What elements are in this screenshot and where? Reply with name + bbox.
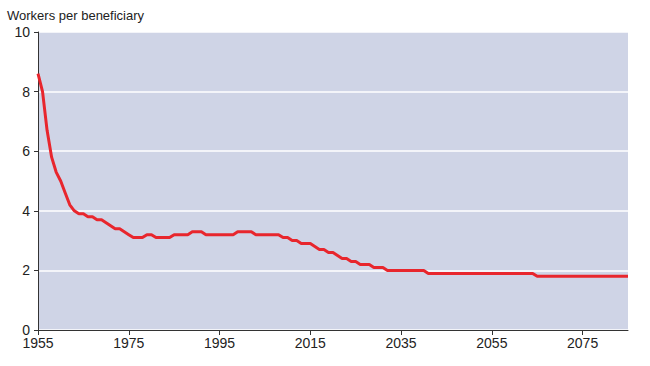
svg-text:8: 8 xyxy=(22,84,30,100)
svg-text:2075: 2075 xyxy=(567,335,598,351)
svg-text:0: 0 xyxy=(22,322,30,338)
svg-text:1975: 1975 xyxy=(113,335,144,351)
svg-text:4: 4 xyxy=(22,203,30,219)
svg-text:2055: 2055 xyxy=(476,335,507,351)
svg-text:2: 2 xyxy=(22,262,30,278)
svg-text:Workers per beneficiary: Workers per beneficiary xyxy=(7,8,145,23)
svg-text:2015: 2015 xyxy=(295,335,326,351)
svg-text:1995: 1995 xyxy=(204,335,235,351)
svg-text:10: 10 xyxy=(14,24,30,40)
svg-text:2035: 2035 xyxy=(385,335,416,351)
svg-text:1955: 1955 xyxy=(22,335,53,351)
svg-text:6: 6 xyxy=(22,143,30,159)
